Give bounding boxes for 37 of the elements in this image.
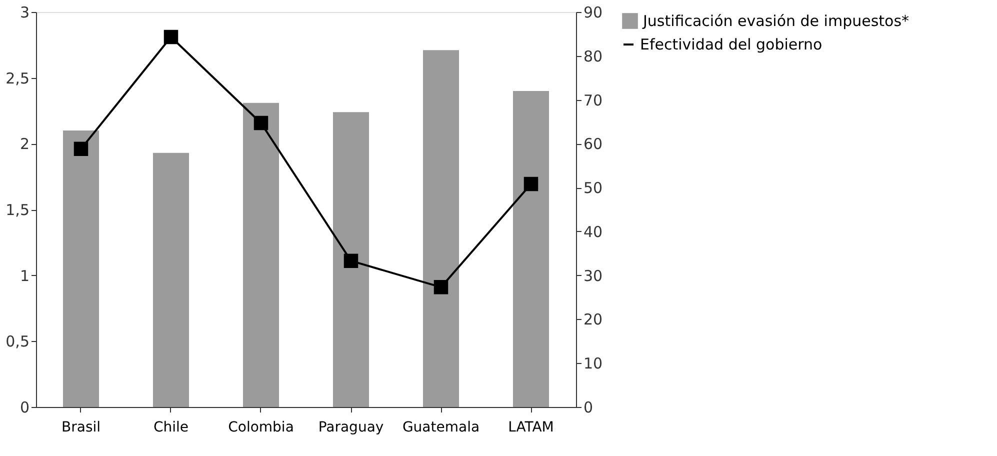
point xyxy=(434,280,448,294)
x-tick-label: Paraguay xyxy=(318,420,384,436)
point xyxy=(164,30,178,44)
y2-tick-label: 10 xyxy=(584,354,603,373)
y2-tick-label: 40 xyxy=(584,222,603,241)
y2-tick-label: 80 xyxy=(584,47,603,66)
legend-label: Efectividad del gobierno xyxy=(640,36,822,54)
point xyxy=(344,254,358,268)
y2-tick-label: 30 xyxy=(584,266,603,285)
bar xyxy=(423,50,459,407)
y-tick-label: 2,5 xyxy=(6,69,30,88)
y2-tick-label: 70 xyxy=(584,91,603,110)
y-tick-label: 0 xyxy=(20,398,30,416)
x-tick-label: Chile xyxy=(153,420,189,436)
y2-tick-label: 0 xyxy=(584,398,594,416)
y2-tick-label: 50 xyxy=(584,179,603,198)
point xyxy=(74,142,88,156)
bar xyxy=(333,112,369,407)
y2-tick-label: 20 xyxy=(584,310,603,329)
bar xyxy=(513,91,549,407)
y-tick-label: 0,5 xyxy=(6,332,30,351)
y-tick-label: 3 xyxy=(20,4,30,22)
y2-tick-label: 90 xyxy=(584,4,603,22)
x-tick-label: Guatemala xyxy=(402,420,480,436)
bar xyxy=(63,130,99,407)
x-tick-label: LATAM xyxy=(508,420,554,436)
y-tick-label: 1 xyxy=(20,266,30,285)
y-tick-label: 2 xyxy=(20,135,30,154)
y-tick-label: 1,5 xyxy=(6,201,30,219)
point xyxy=(254,116,268,130)
point xyxy=(524,176,538,192)
bar xyxy=(243,102,279,407)
legend-label: Justificación evasión de impuestos* xyxy=(642,12,910,30)
y2-tick-label: 60 xyxy=(584,135,603,154)
bar xyxy=(153,152,189,407)
x-tick-label: Brasil xyxy=(61,420,101,436)
x-tick-label: Colombia xyxy=(228,420,294,436)
